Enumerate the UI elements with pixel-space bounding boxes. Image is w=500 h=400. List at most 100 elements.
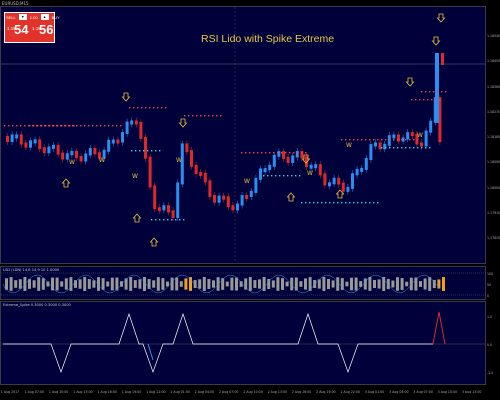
- candle-body: [29, 140, 32, 148]
- level-dot: [37, 125, 39, 127]
- level-dot: [393, 139, 395, 141]
- rsi-bar: [396, 277, 399, 291]
- lot-value[interactable]: 1.00: [29, 14, 38, 20]
- up-arrow-icon: [132, 213, 142, 223]
- price-panel[interactable]: W W W W W W W W RSI Lido with Spike Extreme SEL…: [0, 6, 486, 264]
- candle-body: [24, 142, 28, 148]
- buy-price-prefix[interactable]: 1.18: [32, 26, 41, 31]
- rsi-panel[interactable]: LSD (LDN) 14,8 14,9 10 1.0000: [0, 266, 486, 300]
- sell-label[interactable]: SELL: [6, 14, 16, 20]
- level-dot: [385, 147, 387, 149]
- candle-body: [56, 144, 60, 155]
- candle-body: [351, 173, 354, 189]
- symbol-label: EURUSD,M15: [2, 1, 29, 6]
- level-dot: [151, 219, 153, 221]
- rsi-bar: [239, 281, 243, 287]
- rsi-bar: [87, 279, 91, 289]
- time-tick: 1 Aug 16:00: [97, 390, 117, 394]
- buy-price-big[interactable]: 56: [39, 22, 54, 37]
- rsi-bar: [69, 277, 73, 291]
- level-dot: [401, 139, 403, 141]
- candle-body: [121, 132, 124, 143]
- candle-body: [185, 143, 189, 153]
- sell-price-big[interactable]: 54: [14, 22, 29, 37]
- rsi-bar: [322, 277, 326, 291]
- candle-body: [415, 133, 419, 145]
- rsi-bar: [207, 279, 211, 289]
- level-dot: [92, 125, 94, 127]
- candle-body: [309, 164, 313, 169]
- level-dot: [299, 175, 301, 177]
- candle-body: [318, 164, 322, 176]
- one-click-trading-panel[interactable]: SELL ▾ 1.00 ▴ BUY 1.18 54 1.18 56: [4, 12, 60, 43]
- down-arrow-icon: [431, 36, 441, 46]
- level-dot: [431, 99, 433, 101]
- level-dot: [305, 202, 307, 204]
- level-dot: [369, 139, 371, 141]
- level-dot: [265, 152, 267, 154]
- rsi-bar: [377, 279, 381, 289]
- time-tick: 3 Aug 01:00: [364, 390, 385, 394]
- time-tick: 2 Aug 16:00: [291, 390, 312, 394]
- axis-tick: 1.18360: [487, 84, 500, 89]
- candle-body: [42, 147, 46, 154]
- level-dot: [293, 152, 295, 154]
- rsi-bar: [253, 280, 257, 288]
- level-dot: [377, 139, 379, 141]
- rsi-bar: [262, 277, 266, 291]
- sell-price-prefix[interactable]: 1.18: [7, 26, 16, 31]
- level-dot: [41, 125, 43, 127]
- rsi-bar: [92, 280, 96, 288]
- rsi-bar: [115, 277, 119, 291]
- rsi-bar: [74, 280, 77, 288]
- rsi-bar: [184, 278, 188, 290]
- lot-down-button[interactable]: ▾: [18, 14, 27, 20]
- time-tick: 1 Aug 13:00: [73, 390, 93, 394]
- candle-body: [337, 177, 341, 185]
- level-dot: [425, 147, 427, 149]
- rsi-bar: [110, 277, 114, 291]
- level-dot: [33, 125, 35, 127]
- buy-label[interactable]: BUY: [51, 14, 60, 20]
- rsi-bar: [373, 279, 376, 289]
- candle-body: [75, 150, 78, 159]
- level-dot: [361, 139, 363, 141]
- axis-tick: 1.17820: [487, 236, 500, 240]
- level-dot: [159, 150, 161, 152]
- level-dot: [349, 202, 351, 204]
- up-arrow-icon: [335, 189, 345, 199]
- time-tick: 2 Aug 22:00: [340, 390, 360, 394]
- time-tick: 2 Aug 19:00: [316, 390, 336, 394]
- rsi-bar: [198, 279, 202, 289]
- rsi-bar: [281, 278, 284, 290]
- candle-body: [88, 148, 92, 156]
- candle-body: [194, 164, 198, 175]
- candle-body: [157, 207, 161, 212]
- level-dot: [48, 125, 50, 127]
- level-dot: [389, 139, 391, 141]
- lot-up-button[interactable]: ▴: [40, 14, 49, 20]
- rsi-bar: [340, 278, 344, 290]
- spike-panel[interactable]: Extreme_Spike 0.3000 0.3000 0.3000: [0, 301, 486, 385]
- level-dot: [321, 202, 323, 204]
- spike-label: Extreme_Spike 0.3000 0.3000 0.3000: [3, 303, 71, 307]
- level-dot: [200, 115, 202, 117]
- down-arrow-icon: [301, 154, 311, 164]
- level-dot: [253, 152, 255, 154]
- candle-body: [52, 144, 55, 149]
- level-dot: [249, 152, 251, 154]
- level-dot: [405, 147, 407, 149]
- level-dot: [56, 125, 58, 127]
- rsi-bar: [175, 277, 179, 291]
- rsi-bar: [60, 281, 64, 287]
- level-dot: [385, 139, 387, 141]
- level-dot: [309, 202, 311, 204]
- candle-body: [272, 154, 276, 167]
- candle-body: [387, 135, 391, 146]
- candle-body: [401, 137, 405, 142]
- time-tick: 3 Aug 13:00: [461, 390, 482, 394]
- level-dot: [192, 115, 194, 117]
- level-dot: [60, 125, 62, 127]
- candle-body: [435, 53, 439, 123]
